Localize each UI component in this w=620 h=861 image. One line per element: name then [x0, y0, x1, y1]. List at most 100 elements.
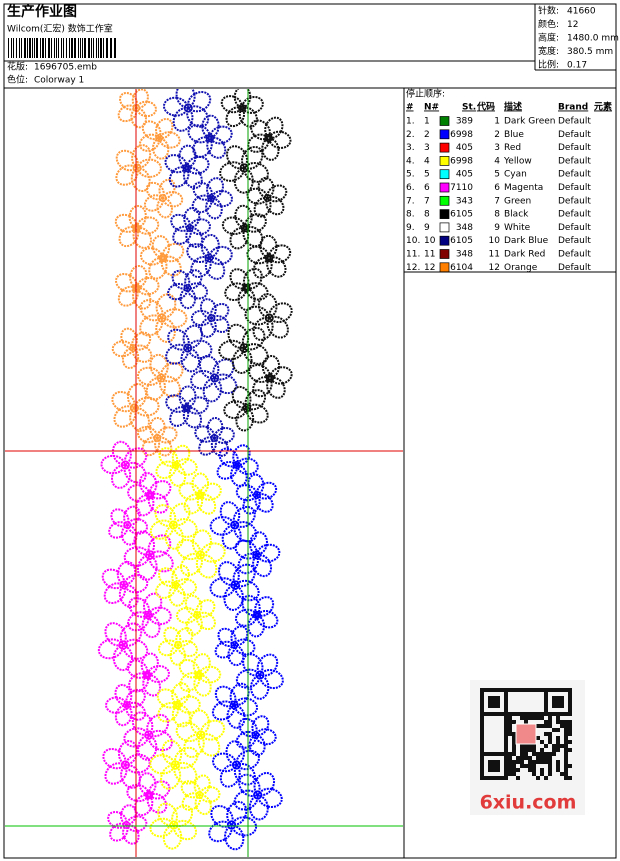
row-index: 3.: [406, 143, 415, 153]
flower-center: [144, 790, 154, 800]
file-label: 花版:: [7, 61, 28, 73]
qr-module: [524, 764, 528, 768]
bar: [91, 38, 92, 58]
flower: [218, 323, 269, 375]
petal: [238, 717, 258, 738]
qr-module: [492, 704, 496, 708]
flower-center: [173, 700, 182, 710]
row-stitches: 6104: [450, 263, 473, 273]
flower: [111, 327, 153, 370]
qr-module: [520, 764, 524, 768]
qr-module: [480, 732, 484, 736]
row-n: 12: [424, 263, 435, 273]
row-stitches: 405: [456, 170, 473, 180]
petal: [148, 257, 168, 280]
qr-module: [532, 688, 536, 692]
row-description: Orange: [504, 263, 538, 273]
petal: [187, 282, 209, 300]
qr-module: [564, 768, 568, 772]
qr-module: [480, 772, 484, 776]
row-description: Red: [504, 143, 521, 153]
flower-center: [193, 611, 202, 619]
qr-module: [492, 688, 496, 692]
petal: [148, 729, 173, 752]
qr-module: [488, 752, 492, 756]
qr-logo: [515, 723, 537, 745]
qr-module: [568, 700, 572, 704]
petal: [111, 391, 136, 413]
bar: [93, 38, 94, 58]
bar: [8, 38, 9, 58]
qr-module: [556, 704, 560, 708]
qr-module: [532, 712, 536, 716]
flower-center: [155, 133, 164, 143]
flower-center: [265, 373, 275, 383]
flower: [149, 802, 198, 850]
column-header: 元素: [594, 101, 612, 113]
row-description: Cyan: [504, 170, 527, 180]
flower-center: [123, 521, 132, 529]
qr-module: [496, 768, 500, 772]
petal: [226, 145, 249, 170]
petal: [218, 447, 239, 468]
qr-module: [556, 760, 560, 764]
flower: [107, 804, 148, 845]
flower: [216, 444, 259, 487]
flower-center: [170, 760, 180, 770]
bar: [34, 38, 35, 58]
qr-code: [480, 688, 572, 780]
qr-module: [564, 724, 568, 728]
qr-module: [528, 768, 532, 772]
flower: [162, 89, 212, 132]
qr-module: [564, 688, 568, 692]
flower: [126, 652, 170, 697]
petal: [110, 508, 130, 528]
qr-module: [560, 772, 564, 776]
flower: [244, 293, 293, 341]
row-index: 2.: [406, 130, 415, 140]
row-stitches: 6105: [450, 236, 473, 246]
flower: [176, 529, 226, 579]
qr-module: [480, 724, 484, 728]
color-swatch: [439, 262, 450, 273]
flower: [149, 739, 199, 790]
qr-module: [484, 688, 488, 692]
color-swatch: [439, 209, 450, 219]
qr-module: [520, 752, 524, 756]
flower-center: [120, 760, 130, 770]
qr-module: [544, 700, 548, 704]
flower-center: [229, 700, 239, 710]
petal: [241, 594, 261, 617]
qr-module: [540, 716, 544, 720]
petal: [191, 194, 213, 214]
flower: [143, 178, 184, 219]
petal: [129, 264, 148, 289]
qr-module: [480, 756, 484, 760]
flower-center: [242, 403, 252, 413]
row-brand: Default: [558, 170, 591, 180]
qr-module: [512, 768, 516, 772]
qr-module: [564, 740, 568, 744]
petal: [160, 764, 182, 790]
info-label: 颜色:: [538, 18, 559, 30]
qr-module: [504, 736, 508, 740]
petal: [257, 787, 283, 808]
flower-center: [239, 163, 249, 173]
bar: [110, 38, 112, 58]
qr-module: [520, 716, 524, 720]
qr-module: [516, 756, 520, 760]
petal: [167, 282, 188, 301]
flower-center: [252, 491, 261, 499]
petal: [234, 539, 258, 560]
qr-module: [484, 712, 488, 716]
row-n: 8: [424, 210, 430, 220]
qr-module: [568, 740, 572, 744]
flower-center: [253, 790, 263, 800]
row-code: 7: [494, 196, 500, 206]
row-index: 1.: [406, 117, 415, 127]
qr-module: [512, 712, 516, 716]
bar: [114, 38, 116, 58]
qr-module: [528, 712, 532, 716]
petal: [114, 213, 138, 233]
petal: [112, 645, 134, 672]
